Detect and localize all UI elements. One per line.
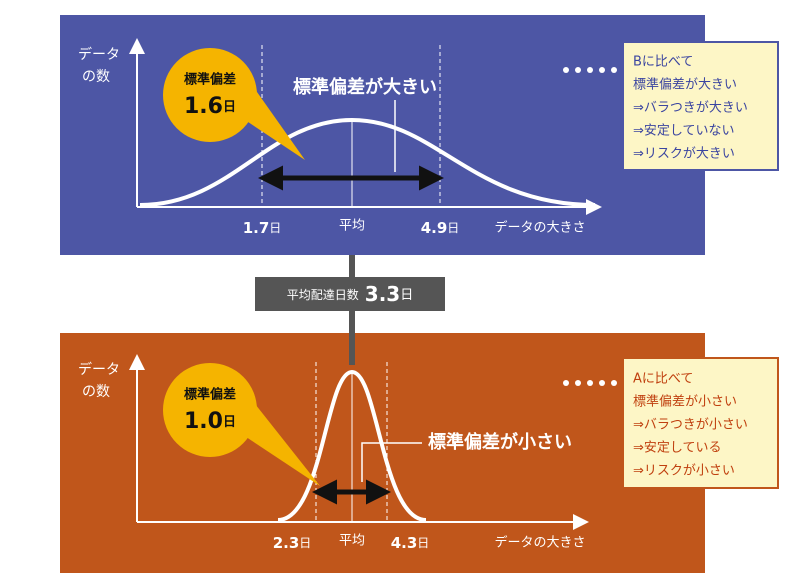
- dots: [563, 67, 617, 73]
- x-label: 平均: [339, 534, 365, 549]
- note-line: 標準偏差が大きい: [633, 77, 737, 93]
- note-line: Bに比べて: [633, 55, 693, 70]
- x-label: 1.7日: [243, 219, 282, 237]
- callout: 標準偏差が大きい: [293, 76, 437, 98]
- unit: 日: [447, 221, 459, 235]
- value: 1.0: [184, 409, 223, 434]
- note-line: ⇒リスクが小さい: [633, 464, 735, 479]
- value: 1.6: [184, 94, 223, 119]
- x-label: 4.3日: [391, 534, 430, 552]
- value: 4.9: [421, 219, 448, 237]
- x-axis-label: データの大きさ: [494, 220, 585, 236]
- note-line: ⇒バラつきが大きい: [633, 101, 748, 116]
- value: 4.3: [391, 534, 418, 552]
- unit: 日: [299, 536, 311, 550]
- note: Bに比べて 標準偏差が大きい ⇒バラつきが大きい ⇒安定していない ⇒リスクが大…: [633, 55, 748, 162]
- note: Aに比べて 標準偏差が小さい ⇒バラつきが小さい ⇒安定している ⇒リスクが小さ…: [633, 372, 748, 479]
- y-axis-label: データ: [78, 46, 120, 63]
- badge-title: 標準偏差: [184, 72, 236, 88]
- center-label: 平均配達日数 3.3日: [287, 282, 413, 306]
- note-box: [622, 41, 779, 171]
- note-line: ⇒安定している: [633, 441, 722, 456]
- curve: [139, 117, 596, 207]
- unit: 日: [417, 536, 429, 550]
- x-label: 2.3日: [273, 534, 312, 552]
- x-label: 平均: [339, 219, 365, 234]
- note-line: Aに比べて: [633, 372, 693, 387]
- note-box: [622, 357, 779, 489]
- callout: 標準偏差が小さい: [428, 431, 572, 453]
- note-line: ⇒安定していない: [633, 124, 735, 139]
- x-axis-label: データの大きさ: [494, 535, 585, 551]
- note-line: ⇒リスクが大きい: [633, 147, 735, 162]
- badge-title: 標準偏差: [184, 387, 236, 403]
- dots: [563, 380, 617, 386]
- unit: 日: [223, 100, 236, 115]
- badge-value: 1.0日: [184, 409, 236, 434]
- value: 3.3: [365, 282, 400, 306]
- label: 平均配達日数: [287, 287, 359, 302]
- y-axis-label: の数: [82, 69, 110, 85]
- badge-value: 1.6日: [184, 94, 236, 119]
- x-label: 4.9日: [421, 219, 460, 237]
- y-axis-label: データ: [78, 361, 120, 378]
- curve: [277, 369, 427, 522]
- unit: 日: [223, 415, 236, 430]
- note-line: ⇒バラつきが小さい: [633, 418, 748, 433]
- badge: [163, 363, 257, 457]
- note-line: 標準偏差が小さい: [633, 394, 737, 410]
- center-box: [255, 277, 445, 311]
- unit: 日: [269, 221, 281, 235]
- unit: 日: [400, 288, 413, 303]
- callout-line: [361, 442, 422, 482]
- badge: [163, 48, 257, 142]
- value: 2.3: [273, 534, 300, 552]
- top-panel: データ の数 標準偏差が大きい 標準偏差 1.6日 1.7日 平均 4.9日 デ…: [60, 15, 779, 255]
- y-axis-label: の数: [82, 384, 110, 400]
- value: 1.7: [243, 219, 270, 237]
- panel-bg: [60, 15, 705, 255]
- bottom-panel: データ の数 標準偏差が小さい 標準偏差 1.0日 2.3日 平均 4.3日 デ…: [60, 333, 779, 573]
